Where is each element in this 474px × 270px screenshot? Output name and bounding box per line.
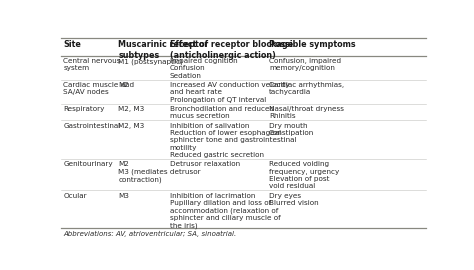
Text: Respiratory: Respiratory — [64, 106, 105, 112]
Text: Cardiac muscle and
SA/AV nodes: Cardiac muscle and SA/AV nodes — [64, 82, 135, 95]
Text: M2
M3 (mediates detrusor
contraction): M2 M3 (mediates detrusor contraction) — [118, 161, 201, 183]
Text: M1 (postsynaptic): M1 (postsynaptic) — [118, 58, 183, 65]
Text: M2, M3: M2, M3 — [118, 106, 145, 112]
Text: Bronchodilation and reduced
mucus secretion: Bronchodilation and reduced mucus secret… — [170, 106, 274, 119]
Text: Cardiac arrhythmias,
tachycardia: Cardiac arrhythmias, tachycardia — [269, 82, 344, 95]
Text: M2: M2 — [118, 82, 129, 88]
Text: Increased AV conduction velocity
and heart rate
Prolongation of QT interval: Increased AV conduction velocity and hea… — [170, 82, 290, 103]
Text: Possible symptoms: Possible symptoms — [269, 40, 356, 49]
Text: M2, M3: M2, M3 — [118, 123, 145, 129]
Text: Confusion, impaired
memory/cognition: Confusion, impaired memory/cognition — [269, 58, 341, 71]
Text: Central nervous
system: Central nervous system — [64, 58, 121, 71]
Text: Nasal/throat dryness
Rhinitis: Nasal/throat dryness Rhinitis — [269, 106, 344, 119]
Text: Detrusor relaxation: Detrusor relaxation — [170, 161, 240, 167]
Text: Inhibition of salivation
Reduction of lower esophageal
sphincter tone and gastro: Inhibition of salivation Reduction of lo… — [170, 123, 296, 158]
Text: Dry eyes
Blurred vision: Dry eyes Blurred vision — [269, 193, 319, 206]
Text: Inhibition of lacrimation
Pupillary dilation and loss of
accommodation (relaxati: Inhibition of lacrimation Pupillary dila… — [170, 193, 281, 229]
Text: Reduced voiding
frequency, urgency
Elevation of post
void residual: Reduced voiding frequency, urgency Eleva… — [269, 161, 339, 189]
Text: Muscarinic receptor
subtypes: Muscarinic receptor subtypes — [118, 40, 209, 60]
Text: Effect of receptor blockage
(anticholinergic action): Effect of receptor blockage (anticholine… — [170, 40, 293, 60]
Text: Dry mouth
Constipation: Dry mouth Constipation — [269, 123, 314, 136]
Text: Ocular: Ocular — [64, 193, 87, 198]
Text: Gastrointestinal: Gastrointestinal — [64, 123, 120, 129]
Text: Impaired cognition
Confusion
Sedation: Impaired cognition Confusion Sedation — [170, 58, 237, 79]
Text: Genitourinary: Genitourinary — [64, 161, 113, 167]
Text: Site: Site — [64, 40, 81, 49]
Text: M3: M3 — [118, 193, 129, 198]
Text: Abbreviations: AV, atrioventricular; SA, sinoatrial.: Abbreviations: AV, atrioventricular; SA,… — [64, 231, 237, 237]
